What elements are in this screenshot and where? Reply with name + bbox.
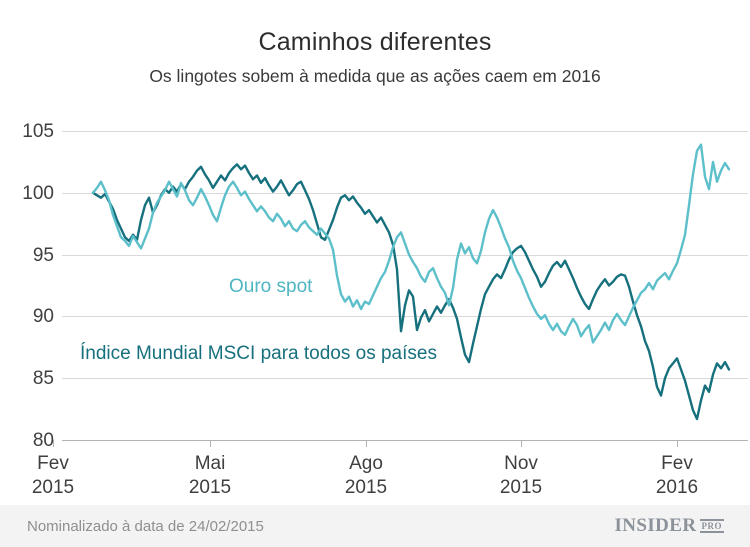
chart-subtitle: Os lingotes sobem à medida que as ações …	[149, 66, 601, 86]
x-axis-label: Fev 2015	[31, 453, 75, 498]
series-line-msci-world	[91, 163, 731, 421]
series-label-msci-world: Índice Mundial MSCI para todos os países	[80, 343, 437, 364]
x-axis-label: Ago 2015	[344, 453, 388, 498]
y-axis-label: 90	[32, 305, 54, 327]
chart-title: Caminhos diferentes	[258, 28, 492, 56]
y-axis-label: 95	[32, 244, 54, 266]
normalization-note: Nominalizado à data de 24/02/2015	[27, 517, 264, 535]
series-label-ouro-spot: Ouro spot	[229, 276, 313, 297]
x-axis-label: Nov 2015	[499, 453, 543, 498]
x-axis-label: Fev 2016	[655, 453, 699, 498]
footer-bar: Nominalizado à data de 24/02/2015 INSIDE…	[0, 505, 750, 547]
y-axis-label: 100	[22, 182, 54, 204]
brand-pro-badge: PRO	[699, 519, 724, 533]
series-line-ouro-spot	[91, 143, 731, 344]
y-axis-label: 85	[32, 367, 54, 389]
x-axis-label: Mai 2015	[188, 453, 232, 498]
brand-name: INSIDER	[614, 515, 697, 536]
insider-pro-logo: INSIDER PRO	[614, 515, 724, 537]
y-axis-label: 80	[32, 429, 54, 451]
y-axis-label: 105	[22, 120, 54, 142]
